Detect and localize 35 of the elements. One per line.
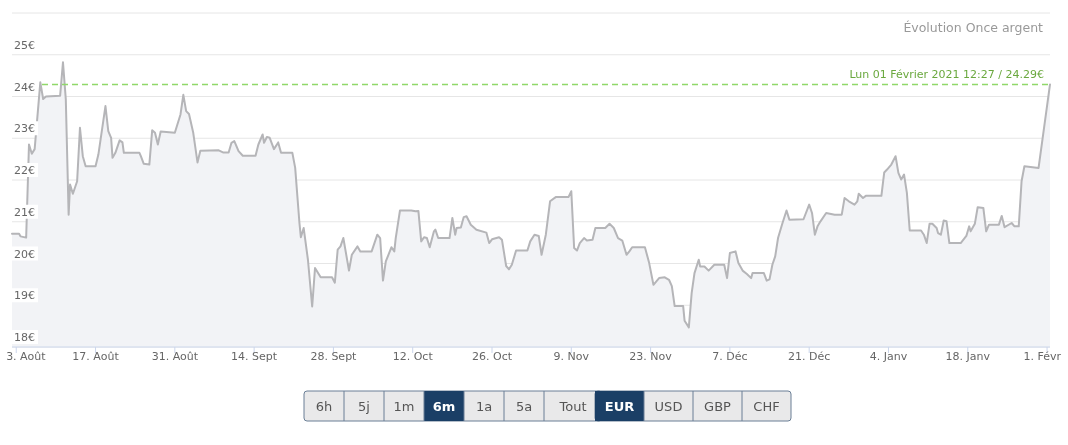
text: Tout — [558, 399, 587, 414]
y-tick-label: 24€ — [14, 80, 35, 94]
x-tick-label: 14. Sept — [231, 350, 278, 363]
y-tick-label: 22€ — [14, 164, 35, 177]
x-tick-label: 3. Août — [6, 350, 47, 363]
y-tick-label: 23€ — [14, 122, 35, 136]
y-tick-label: 20€ — [14, 247, 35, 261]
text: 5a — [515, 399, 533, 414]
x-tick-label: 4. Janv — [869, 350, 908, 363]
x-tick-label: 1. Févr — [1023, 350, 1062, 363]
ref-line-label: Lun 01 Février 2021 12:27 / 24.29€ — [849, 68, 1044, 82]
text: Évolution Once argent — [903, 20, 1044, 35]
y-tick-label: 18€ — [14, 331, 35, 344]
text: 1a — [475, 399, 493, 414]
text: 5j — [358, 399, 370, 414]
text: GBP — [704, 399, 732, 414]
x-tick-label: 23. Nov — [629, 350, 673, 363]
y-tick-label: 25€ — [14, 38, 35, 52]
text: 6h — [315, 399, 333, 414]
text: 1m — [393, 399, 415, 414]
text: USD — [654, 399, 683, 414]
text: EUR — [604, 399, 635, 414]
text: 6m — [432, 399, 456, 414]
y-tick-label: 21€ — [14, 205, 35, 219]
x-tick-label: 17. Août — [72, 350, 120, 363]
x-tick-label: 12. Oct — [392, 350, 434, 363]
x-tick-label: 9. Nov — [553, 350, 590, 363]
x-tick-label: 18. Janv — [945, 350, 991, 363]
x-tick-label: 31. Août — [151, 350, 199, 363]
text: CHF — [753, 399, 780, 414]
x-tick-label: 28. Sept — [310, 350, 358, 363]
x-tick-label: 21. Déc — [788, 350, 831, 363]
x-tick-label: 26. Oct — [472, 350, 513, 363]
y-tick-label: 19€ — [14, 289, 35, 303]
x-tick-label: 7. Déc — [712, 350, 748, 363]
